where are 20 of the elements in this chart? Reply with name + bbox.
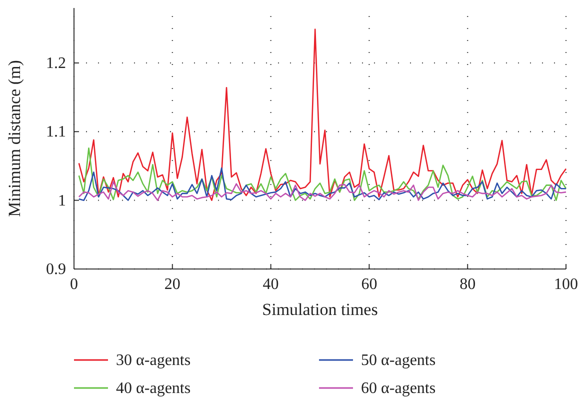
line-series [78,181,567,201]
x-tick-label: 80 [460,276,476,293]
legend-label: 30 α-agents [116,352,191,369]
line-series [78,167,567,201]
x-axis-title: Simulation times [262,300,378,319]
y-tick-label: 1.2 [46,54,66,72]
line-series [78,147,567,201]
y-tick-label: 1 [58,192,66,210]
y-tick-label: 0.9 [46,261,66,278]
x-tick-label: 100 [554,276,578,293]
x-tick-label: 20 [164,276,180,293]
y-axis-title: Minimum distance (m) [5,60,24,217]
legend-label: 50 α-agents [361,352,436,369]
line-series [78,28,567,201]
y-tick-label: 1.1 [46,124,66,141]
x-tick-label: 40 [262,276,279,293]
x-tick-label: 60 [361,276,378,293]
legend-label: 40 α-agents [116,380,191,397]
legend-label: 60 α-agents [361,380,436,397]
x-tick-label: 0 [70,276,78,293]
